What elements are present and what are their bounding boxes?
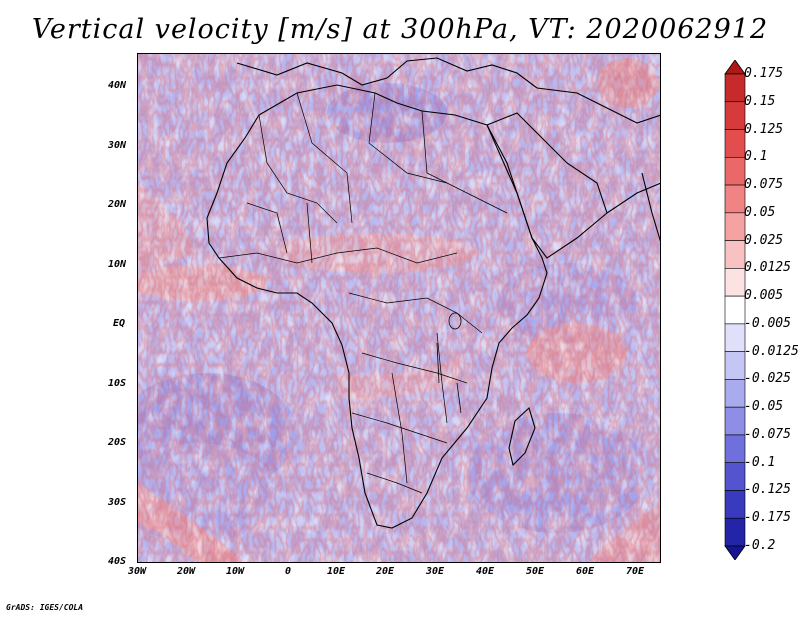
lat-label-40n: 40N	[108, 80, 127, 91]
lon-label-50e: 50E	[526, 566, 545, 577]
lon-label-0: 0	[285, 566, 292, 577]
lat-label-20n: 20N	[108, 199, 127, 210]
coastlines	[206, 57, 661, 529]
colorbar-label: -0.125	[744, 482, 791, 498]
lakes	[436, 312, 462, 414]
colorbar-cell	[724, 379, 746, 408]
colorbar-top-arrow	[724, 60, 746, 75]
colorbar-cell	[724, 490, 746, 519]
colorbar-cell	[724, 517, 746, 547]
colorbar-cell	[724, 351, 746, 380]
colorbar-label: 0.0125	[744, 260, 791, 276]
map-title: Vertical velocity [m/s] at 300hPa, VT: 2…	[31, 14, 769, 45]
lon-label-40e: 40E	[476, 566, 495, 577]
lat-label-30s: 30S	[108, 497, 127, 508]
colorbar-label: -0.0125	[744, 343, 799, 359]
colorbar-label: -0.05	[744, 399, 784, 415]
colorbar-label: -0.175	[744, 510, 791, 526]
colorbar-label: 0.15	[744, 93, 776, 109]
lon-label-30e: 30E	[426, 566, 445, 577]
colorbar	[724, 60, 746, 560]
colorbar-cell	[724, 240, 746, 269]
colorbar-cell	[724, 156, 746, 186]
colorbar-label: -0.1	[744, 454, 776, 470]
colorbar-cell	[724, 434, 746, 464]
map-frame	[137, 53, 661, 563]
velocity-map	[137, 53, 661, 563]
colorbar-cell	[724, 295, 746, 325]
colorbar-cell	[724, 323, 746, 352]
colorbar-label: 0.125	[744, 121, 784, 137]
colorbar-cell	[724, 184, 746, 214]
colorbar-cell	[724, 268, 746, 297]
lon-label-20w: 20W	[177, 566, 196, 577]
colorbar-label: -0.025	[744, 371, 791, 387]
colorbar-cells	[724, 60, 746, 560]
country-borders	[218, 92, 508, 494]
colorbar-cell	[724, 406, 746, 436]
colorbar-label: -0.005	[744, 315, 791, 331]
colorbar-label: 0.05	[744, 204, 776, 220]
colorbar-label: 0.075	[744, 177, 784, 193]
lon-label-60e: 60E	[576, 566, 595, 577]
lat-label-30n: 30N	[108, 140, 127, 151]
colorbar-label: -0.075	[744, 426, 791, 442]
colorbar-cell	[724, 101, 746, 130]
lat-label-40s: 40S	[108, 556, 127, 567]
colorbar-bottom-arrow	[724, 545, 746, 560]
lon-label-70e: 70E	[626, 566, 645, 577]
velocity-field-plot	[137, 53, 661, 563]
colorbar-cell	[724, 212, 746, 241]
colorbar-cell	[724, 462, 746, 491]
colorbar-cell	[724, 73, 746, 103]
lon-label-10w: 10W	[226, 566, 245, 577]
colorbar-label: 0.025	[744, 232, 784, 248]
colorbar-label: -0.2	[744, 538, 776, 553]
colorbar-label: 0.005	[744, 288, 784, 304]
grads-credit: GrADS: IGES/COLA	[6, 603, 84, 612]
lon-label-20e: 20E	[376, 566, 395, 577]
lon-label-30w: 30W	[128, 566, 147, 577]
colorbar-label: 0.1	[744, 149, 768, 165]
lat-label-10n: 10N	[108, 259, 127, 270]
lat-label-10s: 10S	[108, 378, 127, 389]
lat-label-20s: 20S	[108, 437, 127, 448]
colorbar-cell	[724, 129, 746, 158]
lat-label-eq: EQ	[113, 318, 126, 329]
colorbar-label: 0.175	[744, 66, 784, 81]
lon-label-10e: 10E	[327, 566, 346, 577]
